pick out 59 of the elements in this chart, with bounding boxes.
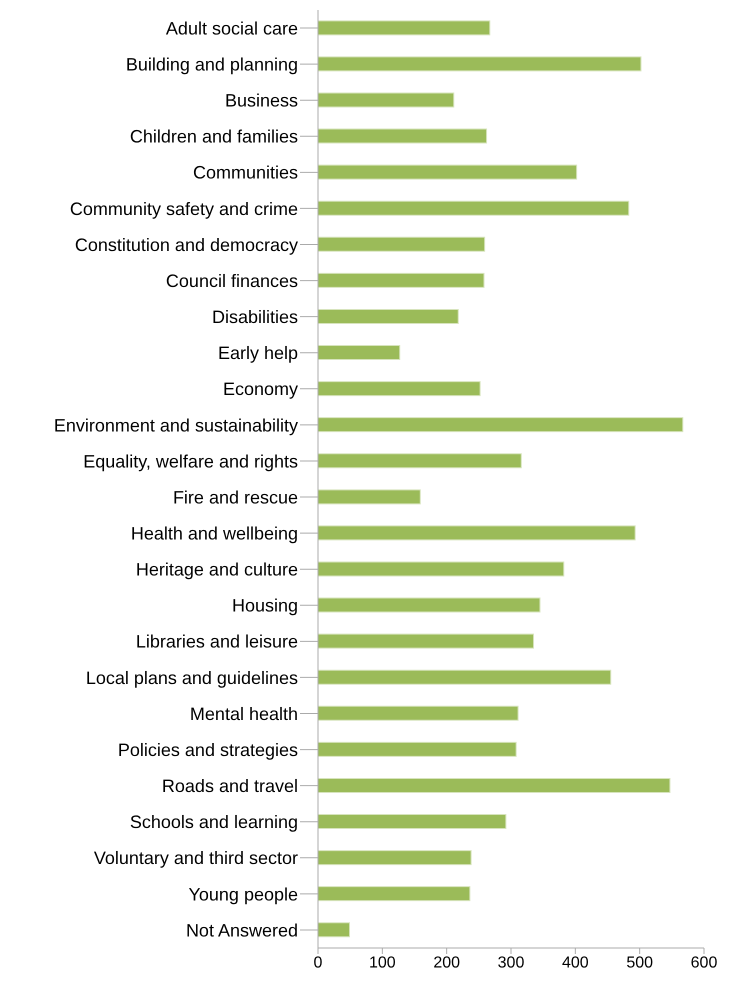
x-tick-label: 600 bbox=[690, 954, 718, 972]
bar bbox=[318, 200, 630, 216]
y-tick-label: Adult social care bbox=[166, 18, 298, 38]
y-tick-label: Local plans and guidelines bbox=[86, 668, 298, 688]
x-tick-label: 400 bbox=[562, 954, 589, 972]
bar bbox=[318, 670, 612, 685]
y-tick-label: Young people bbox=[188, 884, 298, 904]
y-tick-label: Economy bbox=[222, 379, 298, 400]
y-tick-label: Disabilities bbox=[212, 307, 298, 328]
y-tick-label: Building and planning bbox=[126, 54, 298, 75]
bar bbox=[318, 742, 517, 757]
bar bbox=[318, 525, 636, 540]
y-tick-label: Not Answered bbox=[186, 920, 298, 940]
bar bbox=[318, 272, 484, 288]
bar bbox=[318, 236, 486, 252]
bar bbox=[318, 345, 400, 360]
bar bbox=[318, 561, 564, 576]
y-tick-label: Communities bbox=[192, 162, 298, 183]
x-tick-label: 500 bbox=[626, 954, 654, 972]
bar bbox=[318, 489, 421, 504]
bar bbox=[318, 92, 454, 108]
y-tick-label: Mental health bbox=[190, 704, 298, 724]
y-tick-label: Libraries and leisure bbox=[136, 632, 298, 652]
y-tick-label: Voluntary and third sector bbox=[94, 848, 298, 868]
bar bbox=[318, 850, 472, 866]
y-tick-label: Fire and rescue bbox=[172, 487, 298, 508]
y-tick-label: Children and families bbox=[130, 126, 298, 147]
x-tick-label: 200 bbox=[433, 954, 460, 972]
y-tick-label: Environment and sustainability bbox=[54, 415, 298, 436]
bar bbox=[318, 128, 488, 144]
x-tick-label: 0 bbox=[314, 954, 323, 972]
bar bbox=[318, 778, 670, 793]
bar bbox=[318, 922, 350, 938]
x-tick-label: 100 bbox=[368, 954, 396, 972]
bar bbox=[318, 634, 534, 649]
bar bbox=[318, 814, 506, 830]
y-tick-label: Roads and travel bbox=[162, 776, 298, 796]
y-tick-label: Schools and learning bbox=[130, 812, 298, 832]
bar bbox=[318, 20, 490, 36]
bar bbox=[318, 706, 519, 721]
y-tick-label: Business bbox=[224, 90, 298, 111]
bar bbox=[318, 598, 540, 613]
bar bbox=[318, 453, 522, 468]
y-tick-label: Heritage and culture bbox=[136, 560, 298, 580]
y-tick-label: Housing bbox=[232, 596, 298, 616]
y-tick-label: Early help bbox=[218, 343, 298, 364]
y-tick-label: Equality, welfare and rights bbox=[83, 451, 298, 472]
x-tick-label: 300 bbox=[498, 954, 524, 972]
bar bbox=[318, 417, 684, 432]
y-tick-label: Council finances bbox=[166, 270, 298, 291]
y-tick-label: Health and wellbeing bbox=[130, 524, 298, 544]
bar bbox=[318, 164, 578, 180]
bar bbox=[318, 381, 481, 396]
bar bbox=[318, 886, 470, 902]
y-tick-label: Community safety and crime bbox=[70, 198, 298, 219]
bar bbox=[318, 308, 459, 324]
bar bbox=[318, 56, 642, 72]
y-tick-label: Constitution and democracy bbox=[74, 234, 298, 255]
y-tick-label: Policies and strategies bbox=[118, 740, 298, 760]
